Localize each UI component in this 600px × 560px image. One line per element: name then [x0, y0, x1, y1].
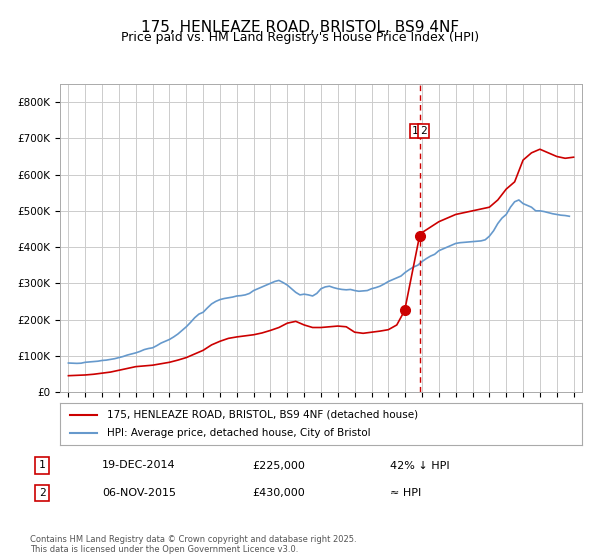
Text: £225,000: £225,000	[252, 460, 305, 470]
Text: 175, HENLEAZE ROAD, BRISTOL, BS9 4NF (detached house): 175, HENLEAZE ROAD, BRISTOL, BS9 4NF (de…	[107, 410, 418, 420]
Text: 2: 2	[38, 488, 46, 498]
Text: 1: 1	[412, 126, 419, 136]
Text: 1: 1	[38, 460, 46, 470]
Text: 2: 2	[421, 126, 427, 136]
Text: Contains HM Land Registry data © Crown copyright and database right 2025.
This d: Contains HM Land Registry data © Crown c…	[30, 535, 356, 554]
Text: £430,000: £430,000	[252, 488, 305, 498]
Text: ≈ HPI: ≈ HPI	[390, 488, 421, 498]
Text: 06-NOV-2015: 06-NOV-2015	[102, 488, 176, 498]
Text: 175, HENLEAZE ROAD, BRISTOL, BS9 4NF: 175, HENLEAZE ROAD, BRISTOL, BS9 4NF	[141, 20, 459, 35]
Text: HPI: Average price, detached house, City of Bristol: HPI: Average price, detached house, City…	[107, 428, 371, 438]
Text: Price paid vs. HM Land Registry's House Price Index (HPI): Price paid vs. HM Land Registry's House …	[121, 31, 479, 44]
Text: 42% ↓ HPI: 42% ↓ HPI	[390, 460, 449, 470]
Text: 19-DEC-2014: 19-DEC-2014	[102, 460, 176, 470]
